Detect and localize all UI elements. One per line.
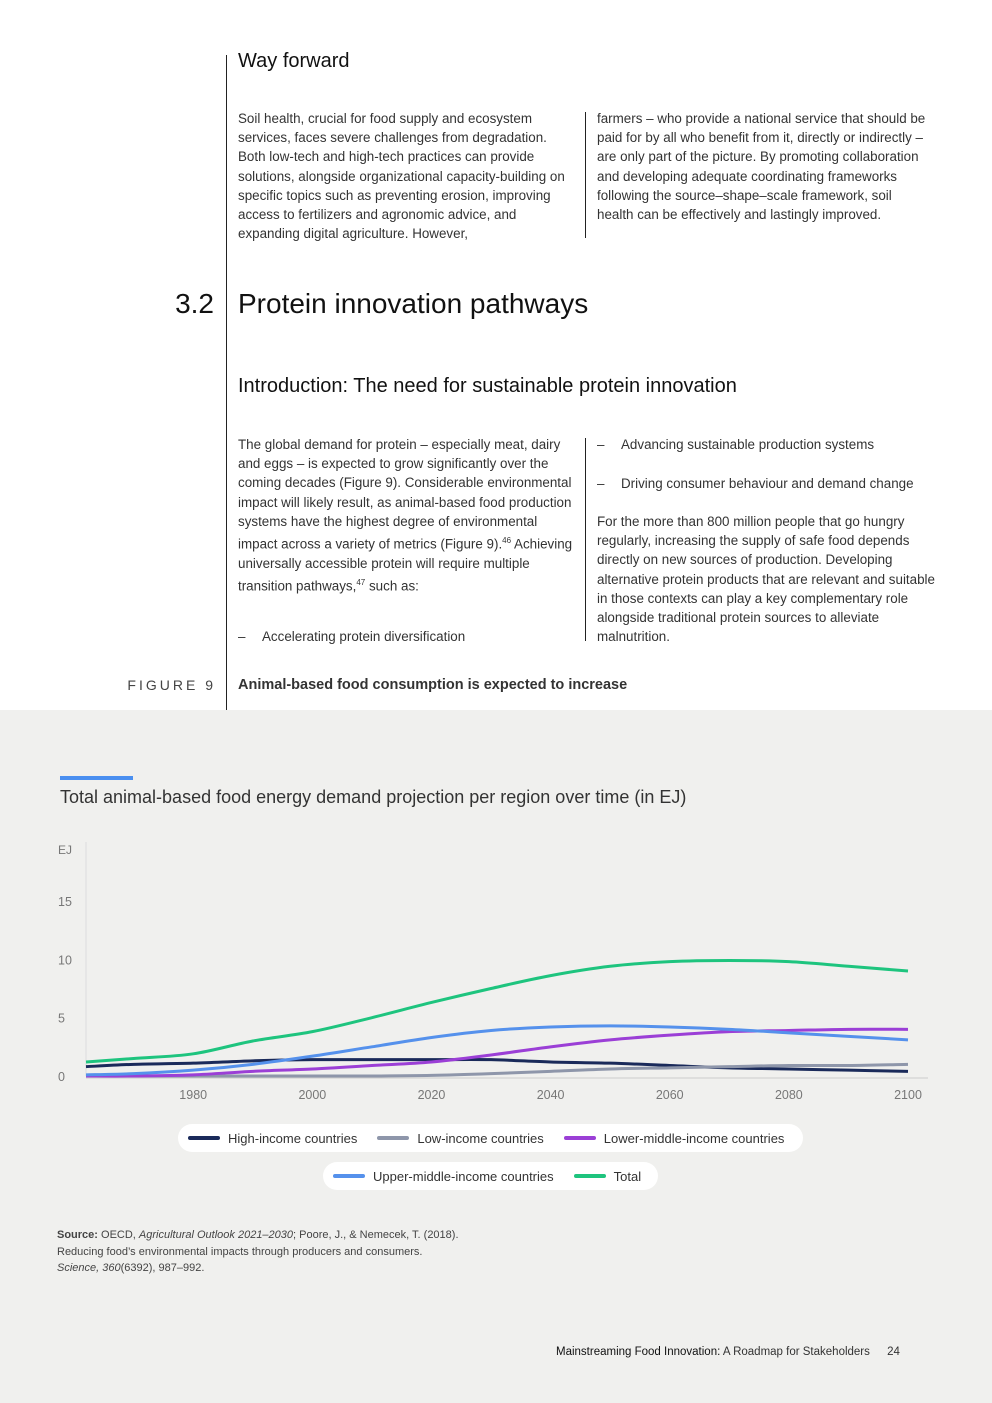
legend-swatch	[563, 1136, 596, 1140]
margin-rule	[226, 55, 227, 710]
legend-item-high-income: High-income countries	[188, 1131, 357, 1146]
y-axis-label: EJ	[58, 843, 72, 857]
series-line-upper-middle-income-countries	[85, 1024, 909, 1077]
x-tick-label: 2000	[298, 1088, 326, 1102]
intro-heading: Introduction: The need for sustainable p…	[238, 375, 737, 397]
legend-swatch	[377, 1136, 410, 1140]
legend-item-lower-middle: Lower-middle-income countries	[563, 1131, 784, 1146]
legend-row-1: High-income countries Low-income countri…	[178, 1124, 803, 1152]
chart-title: Total animal-based food energy demand pr…	[60, 787, 687, 807]
intro-paragraph-2: For the more than 800 million people tha…	[597, 514, 935, 645]
series-line-total	[85, 958, 909, 1064]
series-line-low-income-countries	[85, 1062, 909, 1078]
line-chart: EJ 0 5 10 15 1980 2000 2020 2040 2060 2080 2100	[58, 842, 928, 1102]
accent-bar	[60, 776, 133, 780]
legend-item-upper-middle: Upper-middle-income countries	[333, 1169, 554, 1184]
page-number: 24	[887, 1346, 900, 1358]
way-forward-col1: Soil health, crucial for food supply and…	[238, 111, 565, 242]
bullet-item: – Advancing sustainable production system…	[597, 437, 875, 452]
source-note: Source: OECD, Agricultural Outlook 2021–…	[57, 1229, 459, 1274]
page-footer: Mainstreaming Food Innovation: A Roadmap…	[556, 1346, 900, 1358]
section-title: Protein innovation pathways	[238, 288, 589, 319]
y-tick-label: 0	[58, 1070, 65, 1084]
legend-swatch	[573, 1174, 606, 1178]
column-divider	[585, 112, 586, 238]
column-divider	[585, 438, 586, 641]
figure-label: FIGURE 9	[127, 677, 216, 693]
legend-item-low-income: Low-income countries	[377, 1131, 544, 1146]
way-forward-heading: Way forward	[238, 50, 350, 72]
figure-title: Animal-based food consumption is expecte…	[238, 677, 628, 693]
y-tick-label: 15	[58, 895, 72, 909]
bullet-item: – Driving consumer behaviour and demand c…	[597, 476, 914, 491]
way-forward-col2: farmers – who provide a national service…	[597, 111, 926, 223]
legend-item-total: Total	[573, 1169, 641, 1184]
x-tick-label: 2020	[418, 1088, 446, 1102]
intro-paragraph-1: The global demand for protein – especial…	[238, 437, 573, 594]
bullet-item: – Accelerating protein diversification	[238, 629, 466, 644]
x-tick-label: 2060	[656, 1088, 684, 1102]
legend-swatch	[333, 1174, 365, 1178]
x-tick-label: 1980	[179, 1088, 207, 1102]
y-tick-label: 10	[58, 953, 72, 967]
series-line-high-income-countries	[85, 1057, 909, 1073]
x-tick-label: 2080	[775, 1088, 803, 1102]
x-tick-label: 2040	[537, 1088, 565, 1102]
legend-row-2: Upper-middle-income countries Total	[323, 1162, 658, 1190]
legend-swatch	[188, 1136, 220, 1140]
section-number: 3.2	[175, 288, 214, 319]
x-tick-label: 2100	[894, 1088, 922, 1102]
y-tick-label: 5	[58, 1012, 65, 1026]
